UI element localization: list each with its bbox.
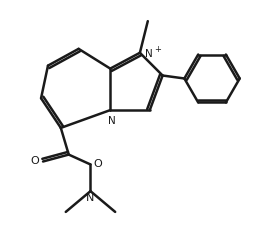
Text: O: O xyxy=(93,159,102,169)
Text: O: O xyxy=(30,157,39,167)
Text: N: N xyxy=(145,49,153,59)
Text: N: N xyxy=(108,116,116,126)
Text: +: + xyxy=(154,45,161,54)
Text: N: N xyxy=(86,193,95,203)
